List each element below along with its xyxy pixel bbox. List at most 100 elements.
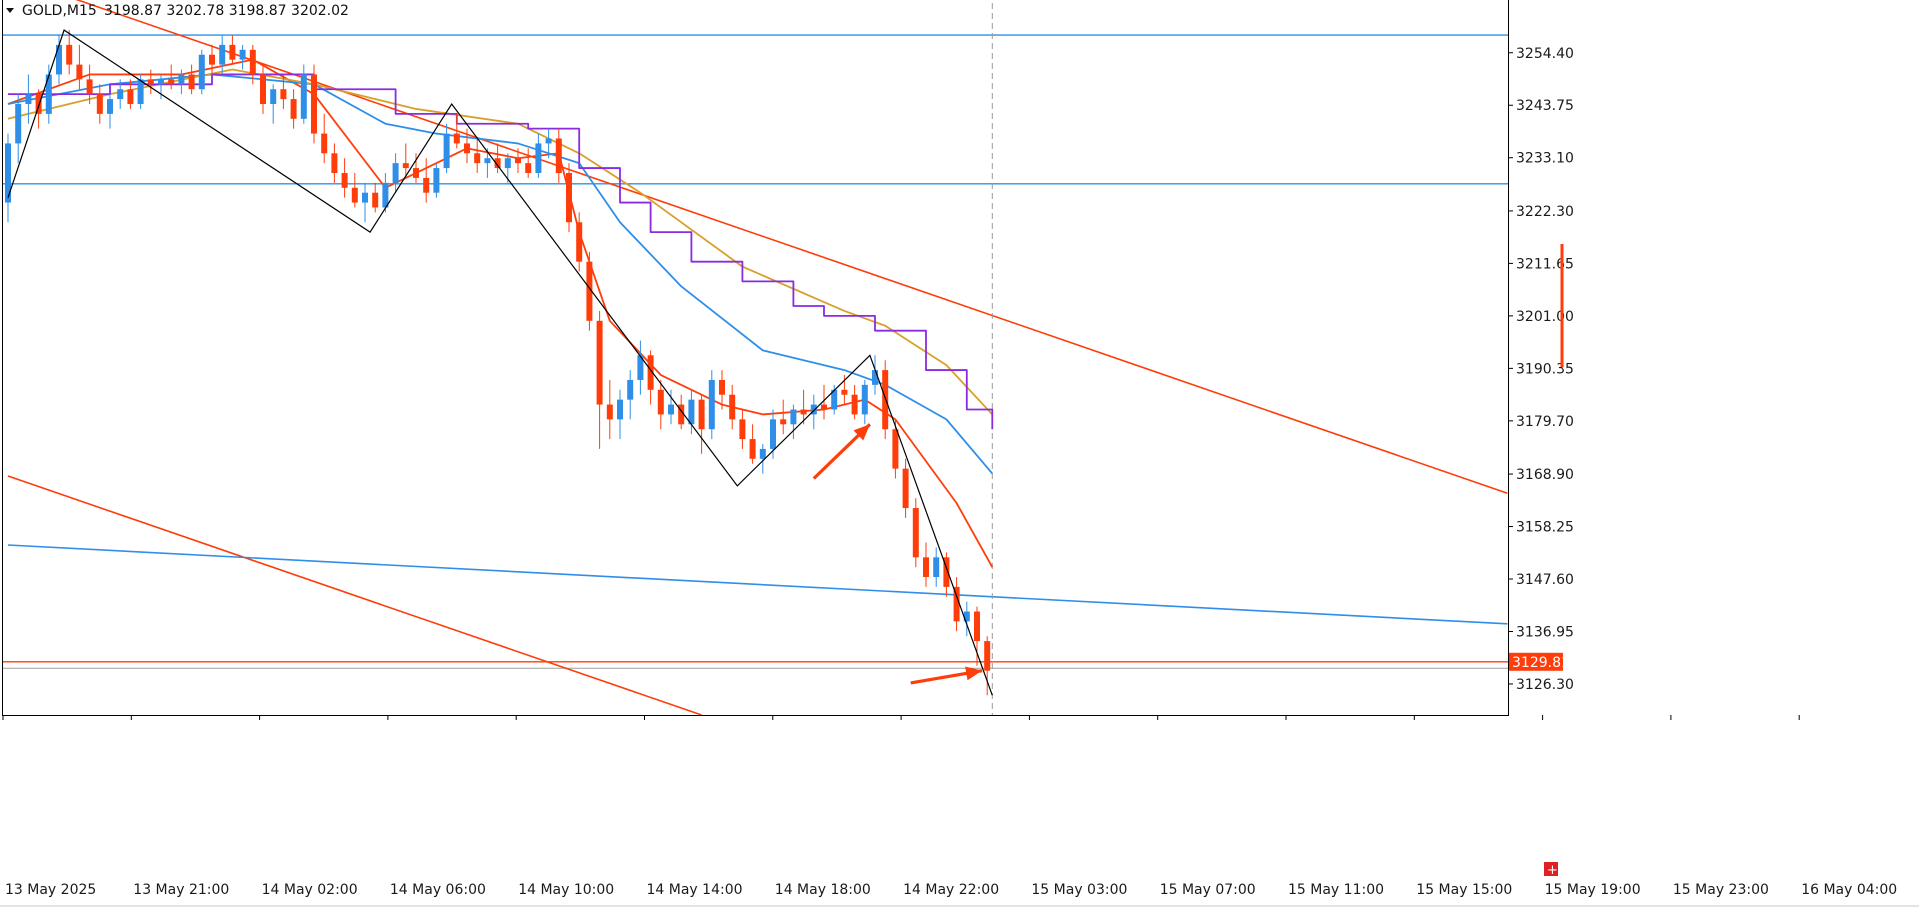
candle-body-89[interactable] bbox=[902, 468, 909, 509]
trend-line-2[interactable] bbox=[7, 475, 702, 716]
candle-body-2[interactable] bbox=[15, 104, 22, 144]
candle-body-27[interactable] bbox=[270, 89, 277, 105]
candle-body-86[interactable] bbox=[872, 370, 878, 385]
candle-body-21[interactable] bbox=[209, 54, 215, 65]
candle-body-36[interactable] bbox=[362, 192, 368, 203]
candle-body-12[interactable] bbox=[117, 89, 124, 100]
candle-body-66[interactable] bbox=[668, 404, 674, 415]
candle-body-23[interactable] bbox=[229, 44, 236, 60]
candle-body-40[interactable] bbox=[402, 163, 409, 169]
candle-body-79[interactable] bbox=[800, 409, 807, 415]
candle-body-56[interactable] bbox=[566, 172, 572, 223]
candle-body-91[interactable] bbox=[923, 557, 929, 578]
candles[interactable] bbox=[5, 30, 991, 696]
candle-body-50[interactable] bbox=[504, 158, 511, 169]
candle-body-85[interactable] bbox=[861, 384, 868, 415]
candle-body-71[interactable] bbox=[719, 379, 725, 395]
candle-body-17[interactable] bbox=[168, 79, 175, 85]
candle-body-26[interactable] bbox=[260, 74, 266, 105]
candle-body-55[interactable] bbox=[555, 138, 562, 173]
candle-body-90[interactable] bbox=[912, 508, 919, 558]
add-level-button[interactable] bbox=[1544, 862, 1558, 876]
candle-body-62[interactable] bbox=[627, 379, 634, 400]
candle-body-44[interactable] bbox=[443, 133, 450, 169]
candle-body-80[interactable] bbox=[810, 404, 817, 415]
triangle-down-icon[interactable] bbox=[6, 8, 14, 13]
candle-body-22[interactable] bbox=[219, 44, 226, 65]
moving-average-slow[interactable] bbox=[7, 68, 993, 416]
candle-body-97[interactable] bbox=[984, 641, 991, 671]
candle-body-38[interactable] bbox=[382, 182, 389, 208]
candle-body-42[interactable] bbox=[423, 177, 430, 193]
candle-body-7[interactable] bbox=[66, 44, 73, 65]
candle-body-58[interactable] bbox=[586, 261, 593, 321]
candle-body-33[interactable] bbox=[331, 153, 338, 173]
candle-body-68[interactable] bbox=[688, 399, 695, 425]
candle-body-9[interactable] bbox=[86, 79, 93, 95]
candle-body-19[interactable] bbox=[188, 74, 195, 90]
candle-body-52[interactable] bbox=[525, 163, 532, 173]
candle-body-16[interactable] bbox=[158, 79, 164, 85]
candle-body-95[interactable] bbox=[963, 611, 970, 622]
candle-body-70[interactable] bbox=[708, 379, 715, 430]
candle-body-4[interactable] bbox=[35, 94, 42, 114]
trend-line-3[interactable] bbox=[7, 544, 1508, 625]
candle-body-76[interactable] bbox=[770, 419, 776, 449]
current-price-tag[interactable] bbox=[1509, 652, 1563, 671]
candle-body-49[interactable] bbox=[494, 158, 501, 169]
candle-body-20[interactable] bbox=[198, 54, 205, 90]
candle-body-30[interactable] bbox=[300, 74, 307, 119]
candle-body-11[interactable] bbox=[107, 99, 113, 114]
price-axis[interactable]: 3254.40 3243.75 3233.10 3222.30 3211.65 3201.… bbox=[1508, 46, 1574, 878]
candle-body-65[interactable] bbox=[657, 389, 664, 415]
candle-body-73[interactable] bbox=[739, 419, 746, 440]
candle-body-61[interactable] bbox=[617, 399, 623, 420]
candle-body-41[interactable] bbox=[413, 168, 419, 178]
candle-body-88[interactable] bbox=[892, 429, 899, 469]
candle-body-81[interactable] bbox=[821, 404, 827, 410]
candle-body-5[interactable] bbox=[45, 74, 52, 114]
candle-body-10[interactable] bbox=[96, 94, 103, 114]
candle-body-46[interactable] bbox=[464, 143, 470, 154]
candle-body-35[interactable] bbox=[351, 187, 358, 203]
candle-body-59[interactable] bbox=[596, 320, 603, 405]
candle-body-84[interactable] bbox=[851, 394, 858, 415]
candle-body-45[interactable] bbox=[453, 133, 460, 144]
candle-body-39[interactable] bbox=[392, 163, 399, 183]
moving-average-fast[interactable] bbox=[7, 58, 994, 568]
candle-body-25[interactable] bbox=[249, 49, 256, 75]
candle-body-57[interactable] bbox=[576, 222, 583, 262]
candle-body-15[interactable] bbox=[147, 79, 154, 85]
candle-body-13[interactable] bbox=[127, 89, 134, 105]
candle-body-77[interactable] bbox=[780, 419, 787, 425]
candle-body-54[interactable] bbox=[545, 138, 552, 144]
candle-body-24[interactable] bbox=[239, 49, 246, 60]
candle-body-47[interactable] bbox=[474, 153, 481, 164]
moving-average-mid[interactable] bbox=[7, 73, 993, 475]
candle-body-51[interactable] bbox=[515, 158, 521, 164]
candle-body-37[interactable] bbox=[372, 192, 379, 208]
candle-body-93[interactable] bbox=[943, 557, 950, 587]
candle-body-96[interactable] bbox=[974, 611, 980, 642]
candle-body-83[interactable] bbox=[841, 389, 848, 395]
candle-body-18[interactable] bbox=[178, 74, 185, 85]
zigzag-line[interactable] bbox=[7, 29, 993, 696]
candle-body-8[interactable] bbox=[76, 64, 83, 80]
candle-body-82[interactable] bbox=[831, 389, 838, 410]
candle-body-94[interactable] bbox=[953, 586, 960, 622]
candle-body-63[interactable] bbox=[637, 355, 644, 380]
candle-body-32[interactable] bbox=[321, 133, 328, 154]
candle-body-92[interactable] bbox=[933, 557, 940, 578]
candle-body-53[interactable] bbox=[535, 143, 542, 173]
candle-body-3[interactable] bbox=[25, 94, 32, 105]
candle-body-78[interactable] bbox=[790, 409, 797, 425]
candle-body-72[interactable] bbox=[729, 394, 736, 420]
candle-body-87[interactable] bbox=[882, 370, 889, 430]
candle-body-74[interactable] bbox=[749, 439, 756, 459]
candle-body-67[interactable] bbox=[678, 404, 685, 425]
candle-body-69[interactable] bbox=[698, 399, 705, 430]
candle-body-43[interactable] bbox=[433, 168, 440, 193]
candle-body-60[interactable] bbox=[606, 404, 613, 420]
candle-body-29[interactable] bbox=[290, 99, 297, 119]
